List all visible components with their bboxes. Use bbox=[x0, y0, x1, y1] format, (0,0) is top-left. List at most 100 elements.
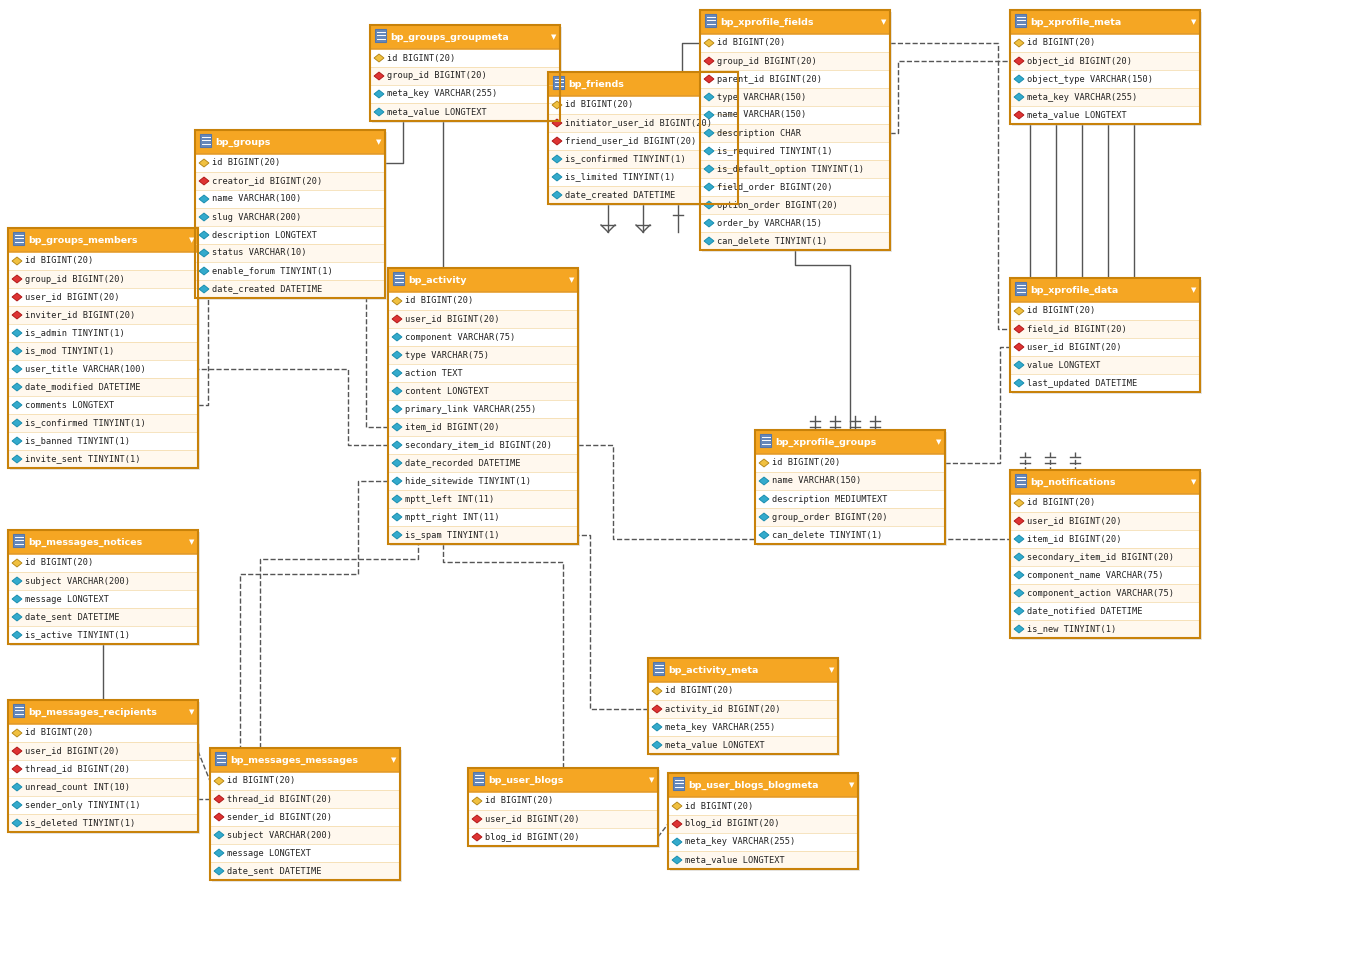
Bar bbox=[1010, 88, 1200, 106]
FancyBboxPatch shape bbox=[1010, 494, 1200, 638]
Polygon shape bbox=[552, 119, 561, 127]
Text: message LONGTEXT: message LONGTEXT bbox=[24, 594, 108, 603]
Bar bbox=[648, 700, 838, 718]
FancyBboxPatch shape bbox=[759, 434, 772, 447]
Text: bp_xprofile_fields: bp_xprofile_fields bbox=[720, 17, 814, 26]
Bar bbox=[210, 862, 400, 880]
FancyBboxPatch shape bbox=[8, 554, 198, 644]
Polygon shape bbox=[12, 311, 22, 319]
Text: date_recorded DATETIME: date_recorded DATETIME bbox=[405, 459, 521, 468]
Text: unread_count INT(10): unread_count INT(10) bbox=[24, 782, 130, 792]
Text: is_required TINYINT(1): is_required TINYINT(1) bbox=[717, 146, 833, 156]
Polygon shape bbox=[199, 213, 209, 221]
Text: component VARCHAR(75): component VARCHAR(75) bbox=[405, 332, 515, 342]
Text: sender_only TINYINT(1): sender_only TINYINT(1) bbox=[24, 801, 141, 809]
Polygon shape bbox=[12, 819, 22, 827]
Polygon shape bbox=[1014, 75, 1024, 83]
Text: date_sent DATETIME: date_sent DATETIME bbox=[24, 613, 119, 621]
Text: last_updated DATETIME: last_updated DATETIME bbox=[1026, 378, 1138, 387]
Text: thread_id BIGINT(20): thread_id BIGINT(20) bbox=[226, 795, 332, 803]
Text: ▼: ▼ bbox=[650, 777, 655, 783]
Polygon shape bbox=[392, 315, 401, 323]
Polygon shape bbox=[12, 595, 22, 603]
Text: id BIGINT(20): id BIGINT(20) bbox=[485, 797, 553, 805]
Bar bbox=[1010, 52, 1200, 70]
Polygon shape bbox=[1014, 499, 1024, 507]
Bar bbox=[195, 172, 385, 190]
FancyBboxPatch shape bbox=[648, 682, 838, 754]
Polygon shape bbox=[392, 333, 401, 341]
Polygon shape bbox=[704, 147, 715, 155]
Polygon shape bbox=[552, 137, 561, 145]
Text: is_spam TINYINT(1): is_spam TINYINT(1) bbox=[405, 530, 499, 539]
Text: bp_user_blogs: bp_user_blogs bbox=[488, 775, 563, 785]
Text: id BIGINT(20): id BIGINT(20) bbox=[1026, 499, 1096, 507]
Text: date_sent DATETIME: date_sent DATETIME bbox=[226, 866, 321, 875]
FancyBboxPatch shape bbox=[1012, 12, 1201, 126]
Bar bbox=[388, 346, 578, 364]
Text: bp_messages_recipients: bp_messages_recipients bbox=[28, 708, 157, 716]
FancyBboxPatch shape bbox=[755, 430, 945, 454]
Polygon shape bbox=[199, 285, 209, 293]
Text: is_confirmed TINYINT(1): is_confirmed TINYINT(1) bbox=[565, 155, 686, 164]
Polygon shape bbox=[199, 159, 209, 167]
FancyBboxPatch shape bbox=[1010, 10, 1200, 34]
Polygon shape bbox=[214, 795, 224, 803]
Text: field_id BIGINT(20): field_id BIGINT(20) bbox=[1026, 324, 1127, 334]
Polygon shape bbox=[1014, 361, 1024, 369]
Bar bbox=[8, 306, 198, 324]
Text: id BIGINT(20): id BIGINT(20) bbox=[24, 257, 94, 265]
Text: meta_value LONGTEXT: meta_value LONGTEXT bbox=[685, 856, 785, 864]
Text: ▼: ▼ bbox=[1192, 19, 1197, 25]
Bar bbox=[8, 778, 198, 796]
Text: invite_sent TINYINT(1): invite_sent TINYINT(1) bbox=[24, 455, 141, 464]
Polygon shape bbox=[1014, 589, 1024, 597]
Bar bbox=[669, 851, 858, 869]
Polygon shape bbox=[552, 155, 561, 163]
Polygon shape bbox=[704, 93, 715, 101]
FancyBboxPatch shape bbox=[14, 534, 24, 547]
Polygon shape bbox=[1014, 325, 1024, 333]
Polygon shape bbox=[673, 802, 682, 810]
FancyBboxPatch shape bbox=[210, 772, 400, 880]
Polygon shape bbox=[1014, 307, 1024, 315]
Polygon shape bbox=[552, 173, 561, 181]
Polygon shape bbox=[704, 57, 715, 65]
Text: id BIGINT(20): id BIGINT(20) bbox=[386, 53, 456, 63]
FancyBboxPatch shape bbox=[1010, 302, 1200, 392]
Text: name VARCHAR(100): name VARCHAR(100) bbox=[212, 195, 301, 203]
FancyBboxPatch shape bbox=[471, 770, 660, 848]
Text: is_active TINYINT(1): is_active TINYINT(1) bbox=[24, 630, 130, 640]
Text: is_limited TINYINT(1): is_limited TINYINT(1) bbox=[565, 172, 675, 182]
Bar bbox=[388, 310, 578, 328]
Text: friend_user_id BIGINT(20): friend_user_id BIGINT(20) bbox=[565, 136, 696, 145]
Text: meta_key VARCHAR(255): meta_key VARCHAR(255) bbox=[1026, 93, 1138, 102]
Text: date_created DATETIME: date_created DATETIME bbox=[212, 285, 323, 293]
Text: is_confirmed TINYINT(1): is_confirmed TINYINT(1) bbox=[24, 418, 145, 428]
Text: id BIGINT(20): id BIGINT(20) bbox=[24, 559, 94, 567]
Text: option_order BIGINT(20): option_order BIGINT(20) bbox=[717, 200, 838, 209]
Bar bbox=[388, 454, 578, 472]
FancyBboxPatch shape bbox=[372, 27, 561, 123]
Bar bbox=[8, 608, 198, 626]
Text: bp_messages_notices: bp_messages_notices bbox=[28, 537, 142, 547]
Polygon shape bbox=[552, 191, 561, 199]
Polygon shape bbox=[12, 783, 22, 791]
Bar bbox=[700, 160, 890, 178]
Bar bbox=[8, 814, 198, 832]
Bar bbox=[700, 232, 890, 250]
Text: meta_key VARCHAR(255): meta_key VARCHAR(255) bbox=[664, 722, 776, 732]
Text: activity_id BIGINT(20): activity_id BIGINT(20) bbox=[664, 705, 781, 713]
Text: description MEDIUMTEXT: description MEDIUMTEXT bbox=[772, 495, 887, 503]
FancyBboxPatch shape bbox=[669, 797, 858, 869]
Polygon shape bbox=[12, 747, 22, 755]
Polygon shape bbox=[199, 195, 209, 203]
Bar bbox=[388, 418, 578, 436]
Polygon shape bbox=[12, 257, 22, 265]
Polygon shape bbox=[374, 54, 384, 62]
Bar bbox=[8, 572, 198, 590]
Polygon shape bbox=[673, 856, 682, 864]
Polygon shape bbox=[12, 419, 22, 427]
Bar bbox=[755, 508, 945, 526]
Bar bbox=[648, 736, 838, 754]
